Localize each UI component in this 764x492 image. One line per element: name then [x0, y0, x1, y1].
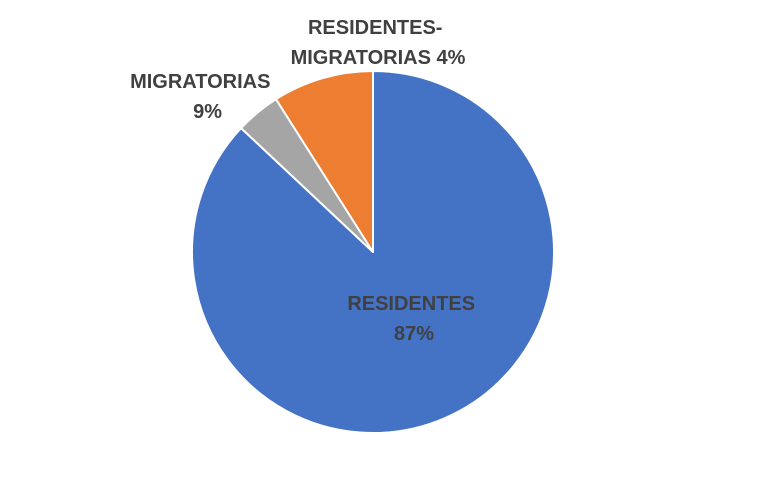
data-label-migratorias-value: 9% [193, 101, 222, 123]
data-label-residentes-migratorias-value: 4% [437, 47, 466, 69]
data-label-residentes-migratorias: RESIDENTES- MIGRATORIAS 4% [291, 17, 466, 69]
data-label-migratorias-category: MIGRATORIAS [130, 71, 270, 93]
data-label-residentes-value: 87% [394, 323, 434, 345]
data-label-residentes-migratorias-line1: RESIDENTES- [308, 17, 442, 39]
data-label-migratorias: MIGRATORIAS 9% [130, 71, 276, 123]
slice-migratorias [275, 70, 374, 253]
data-label-residentes-category: RESIDENTES [347, 293, 475, 315]
data-label-residentes: RESIDENTES 87% [347, 293, 480, 345]
data-label-residentes-migratorias-line2: MIGRATORIAS 4% [291, 47, 466, 69]
pie-slices [191, 70, 555, 434]
